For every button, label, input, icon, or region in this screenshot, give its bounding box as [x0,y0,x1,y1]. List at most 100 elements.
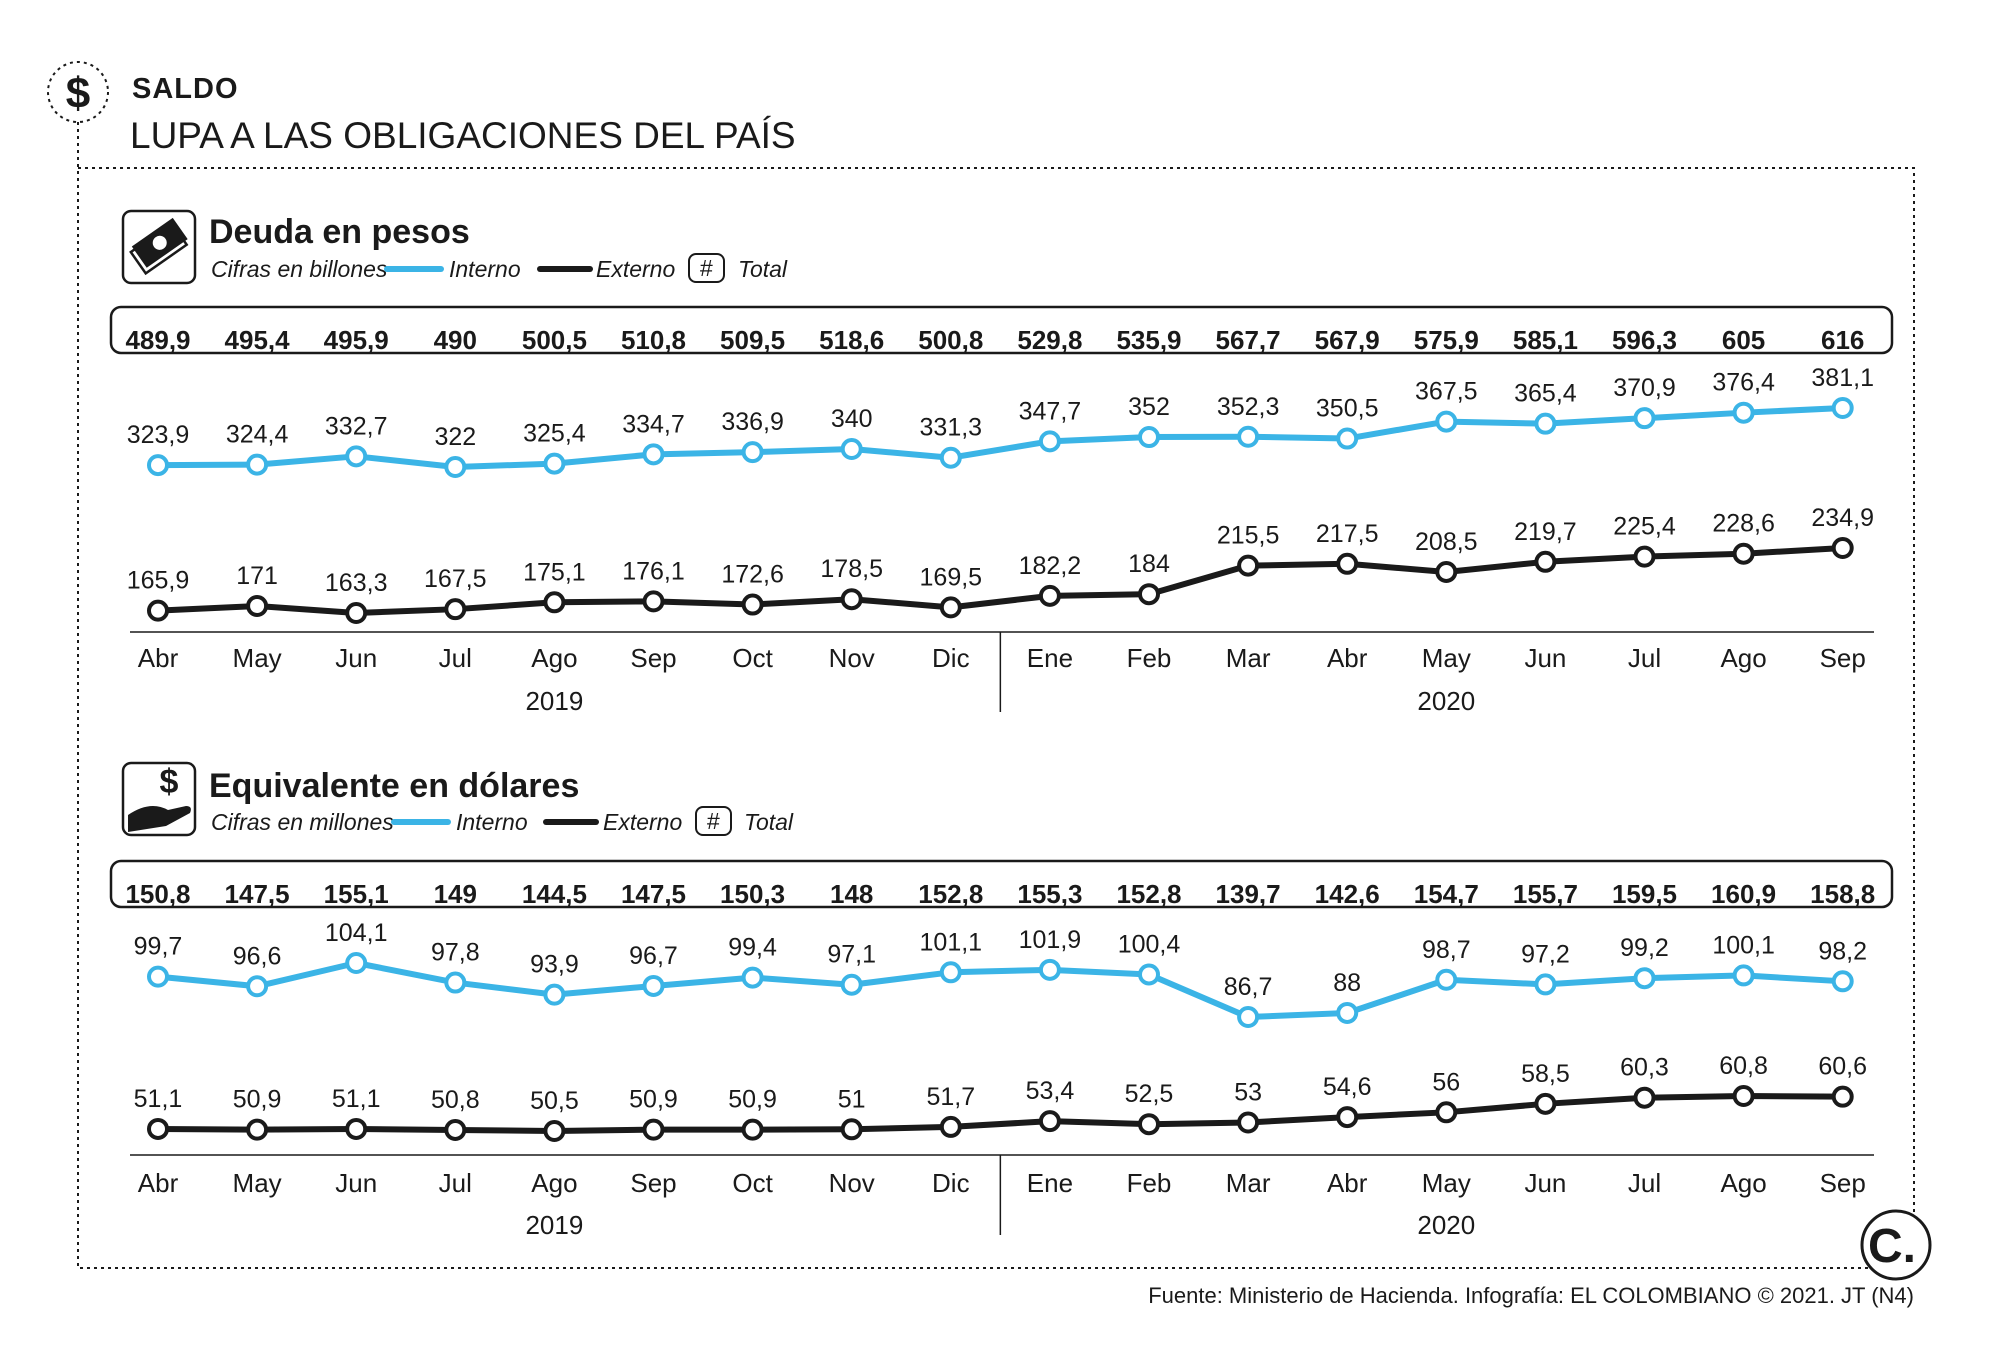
x-tick-label: Dic [932,1168,970,1198]
total-value: 567,9 [1315,325,1380,355]
units-note-dolares: Cifras en millones [211,809,394,835]
data-label-externo: 50,5 [530,1087,579,1115]
data-point-externo [642,1118,665,1141]
data-label-externo: 175,1 [523,558,586,586]
data-point-interno [1534,973,1557,996]
data-point-interno [543,983,566,1006]
data-point-externo [147,1117,169,1140]
data-label-externo: 217,5 [1316,520,1379,548]
data-label-interno: 381,1 [1811,364,1874,392]
x-tick-label: Feb [1127,643,1172,673]
total-value: 149 [434,879,477,909]
data-label-externo: 178,5 [820,555,883,583]
total-value: 490 [434,325,477,355]
logo-text: C. [1868,1220,1916,1273]
data-point-interno [1138,963,1160,986]
total-value: 148 [830,879,873,909]
data-label-externo: 184 [1128,550,1170,578]
chart-dolares: 150,8 147,5 155,1 149 144,5 147,5 150,3 148 152,… [125,879,1875,1240]
legend-total-symbol-2: # [707,808,721,834]
year-label: 2019 [525,686,583,716]
banknotes-icon-graphic [129,217,189,276]
x-tick-label: Jun [1524,1168,1566,1198]
data-label-interno: 100,1 [1712,931,1775,959]
data-point-externo [543,591,566,614]
x-tick-label: Abr [138,643,179,673]
x-tick-label: Ago [531,643,577,673]
data-point-externo [1138,583,1160,606]
data-point-externo [1138,1113,1160,1136]
total-value: 518,6 [819,325,884,355]
data-label-interno: 88 [1333,969,1361,997]
legend-label-externo: Externo [596,256,675,282]
data-point-interno [1435,410,1458,433]
total-value: 567,7 [1216,325,1281,355]
data-point-interno [1633,407,1656,430]
total-value: 159,5 [1612,879,1677,909]
data-label-externo: 51,7 [926,1083,975,1111]
x-tick-label: Nov [829,643,875,673]
total-value: 152,8 [918,879,983,909]
total-value: 154,7 [1414,879,1479,909]
data-point-externo [1038,584,1061,607]
data-label-interno: 101,1 [920,928,983,956]
total-value: 152,8 [1116,879,1181,909]
totals-band-pesos [109,305,1894,355]
data-point-interno [1831,970,1854,993]
data-point-interno [1237,425,1260,448]
total-value: 605 [1722,325,1765,355]
hand-shape [128,806,191,832]
data-label-externo: 58,5 [1521,1060,1570,1088]
logo-circle [1860,1209,1932,1281]
totals-band-dolares [109,859,1894,909]
data-label-interno: 350,5 [1316,395,1379,423]
data-point-externo [345,602,368,624]
data-label-externo: 56 [1432,1068,1460,1096]
data-label-interno: 367,5 [1415,378,1478,406]
total-value: 158,8 [1810,879,1875,909]
data-point-externo [147,599,169,622]
total-value: 529,8 [1017,325,1082,355]
legend-label-externo-2: Externo [603,809,682,835]
data-point-interno [444,971,467,994]
data-label-externo: 51,1 [332,1085,381,1113]
data-label-externo: 50,9 [233,1086,282,1114]
data-point-externo [1534,1092,1557,1115]
data-label-interno: 324,4 [226,421,289,449]
data-point-interno [1237,1006,1260,1028]
data-label-interno: 99,2 [1620,934,1669,962]
x-tick-label: Feb [1127,1168,1172,1198]
data-point-interno [246,453,269,476]
data-point-externo [246,595,269,618]
x-tick-label: Sep [630,1168,676,1198]
data-label-interno: 352 [1128,393,1170,421]
total-value: 510,8 [621,325,686,355]
data-label-interno: 86,7 [1224,973,1273,1001]
series-line-interno [157,405,1843,470]
year-label: 2020 [1417,686,1475,716]
data-label-interno: 101,9 [1019,926,1082,954]
data-point-interno [147,965,169,988]
data-label-interno: 365,4 [1514,380,1577,408]
x-tick-label: Jun [335,643,377,673]
x-tick-label: May [1422,1168,1471,1198]
source-credit: Fuente: Ministerio de Hacienda. Infograf… [1148,1283,1914,1308]
legend-label-interno: Interno [449,256,521,282]
x-tick-label: Nov [829,1168,875,1198]
x-tick-label: Sep [630,643,676,673]
section-title-dolares: Equivalente en dólares [209,767,579,805]
x-tick-label: Jul [1628,643,1661,673]
data-label-externo: 50,9 [728,1086,777,1114]
x-tick-label: Jul [1628,1168,1661,1198]
total-value: 500,5 [522,325,587,355]
units-note-pesos: Cifras en billones [211,256,388,282]
x-tick-label: Sep [1820,1168,1866,1198]
data-point-interno [939,961,962,984]
total-value: 150,3 [720,879,785,909]
series-line-externo [157,545,1843,616]
data-label-externo: 215,5 [1217,522,1280,550]
total-value: 155,1 [324,879,389,909]
data-label-interno: 376,4 [1712,369,1775,397]
data-label-interno: 322 [434,423,476,451]
section-dolares-header: $ Equivalente en dólares Cifras en millo… [121,761,794,837]
